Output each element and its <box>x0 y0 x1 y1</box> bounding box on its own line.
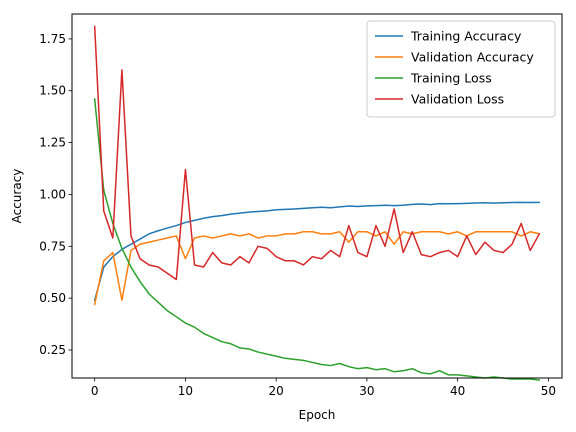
y-tick-label: 1.25 <box>39 136 66 150</box>
y-axis-label: Accuracy <box>10 169 24 224</box>
y-tick-label: 1.00 <box>39 187 66 201</box>
x-tick-label: 40 <box>450 384 465 398</box>
legend-box <box>366 20 556 118</box>
series-line-validation-accuracy <box>93 231 541 306</box>
legend-entry: Validation Loss <box>411 92 504 107</box>
y-tick-label: 0.25 <box>39 343 66 357</box>
series-line-training-accuracy <box>93 201 541 302</box>
x-tick-label: 20 <box>269 384 284 398</box>
legend-entry: Training Accuracy <box>410 29 522 44</box>
x-axis-label: Epoch <box>299 408 336 422</box>
plot-frame <box>71 13 563 379</box>
x-tick-label: 50 <box>541 384 556 398</box>
legend-entry: Training Loss <box>410 71 492 86</box>
legend: Training Accuracy Validation Accuracy Trai… <box>366 20 556 118</box>
x-tick-label: 30 <box>359 384 374 398</box>
y-tick-label: 1.50 <box>39 84 66 98</box>
y-axis: 0.25 0.50 0.75 1.00 1.25 1.50 1.75 <box>39 32 72 357</box>
y-tick-label: 0.50 <box>39 291 66 305</box>
y-tick-label: 1.75 <box>39 32 66 46</box>
series-line-validation-loss <box>93 25 541 281</box>
x-tick-label: 0 <box>91 384 99 398</box>
legend-entry: Validation Accuracy <box>411 50 534 65</box>
x-tick-label: 10 <box>178 384 193 398</box>
series-layer <box>93 25 541 381</box>
y-tick-label: 0.75 <box>39 239 66 253</box>
series-line-training-loss <box>93 98 541 381</box>
x-axis: 0 10 20 30 40 50 <box>91 378 556 398</box>
